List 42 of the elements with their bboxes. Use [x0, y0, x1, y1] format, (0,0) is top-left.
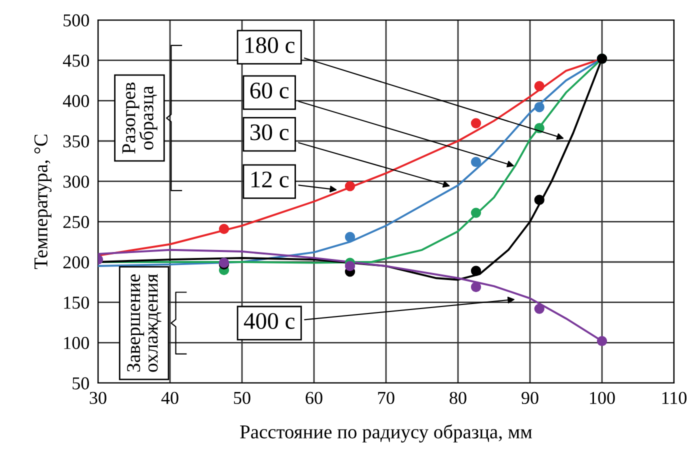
point: [534, 81, 544, 92]
y-tick-label: 400: [62, 94, 89, 108]
y-tick-label: 50: [72, 377, 89, 390]
point: [534, 194, 544, 205]
x-tick-label: 110: [662, 392, 687, 404]
y-tick-label: 100: [64, 336, 89, 350]
x-tick-label: 70: [378, 392, 394, 404]
y-tick-label: 200: [63, 256, 89, 268]
point: [470, 266, 482, 276]
y-tick-label: 450: [62, 54, 89, 67]
annotation: 12 с: [251, 172, 289, 188]
y-tick-label: 350: [63, 135, 89, 148]
point: [470, 282, 482, 292]
point: [218, 224, 230, 234]
x-tick-label: 50: [234, 392, 250, 404]
x-tick-label: 30: [90, 392, 106, 404]
x-axis-title: Расстояние по радиусу образца, мм: [240, 424, 532, 442]
point: [534, 102, 544, 112]
y-tick-label: 300: [63, 176, 89, 188]
x-tick-label: 60: [306, 392, 322, 404]
annotation: 30 с: [250, 124, 289, 140]
y-axis-title: Температура, °С: [34, 134, 52, 270]
point: [344, 260, 356, 272]
point: [470, 156, 482, 168]
x-tick-label: 80: [450, 392, 466, 404]
annotation: 400 с: [244, 313, 295, 330]
point: [470, 118, 482, 128]
x-tick-label: 90: [522, 392, 538, 404]
point: [534, 304, 544, 314]
y-tick-label: 150: [64, 296, 89, 309]
point: [344, 232, 356, 242]
point: [344, 181, 356, 192]
x-tick-label: 100: [590, 392, 615, 404]
annotation: Разогрев образца: [122, 82, 158, 154]
y-tick-label: 500: [64, 14, 89, 26]
point: [470, 208, 482, 218]
annotation: 180 с: [246, 37, 295, 54]
y-tick-label: 250: [63, 216, 89, 228]
x-tick-label: 40: [161, 392, 178, 404]
annotation: Завершение охлаждения: [127, 274, 162, 372]
annotation: 60 с: [250, 82, 289, 99]
point: [596, 336, 608, 346]
